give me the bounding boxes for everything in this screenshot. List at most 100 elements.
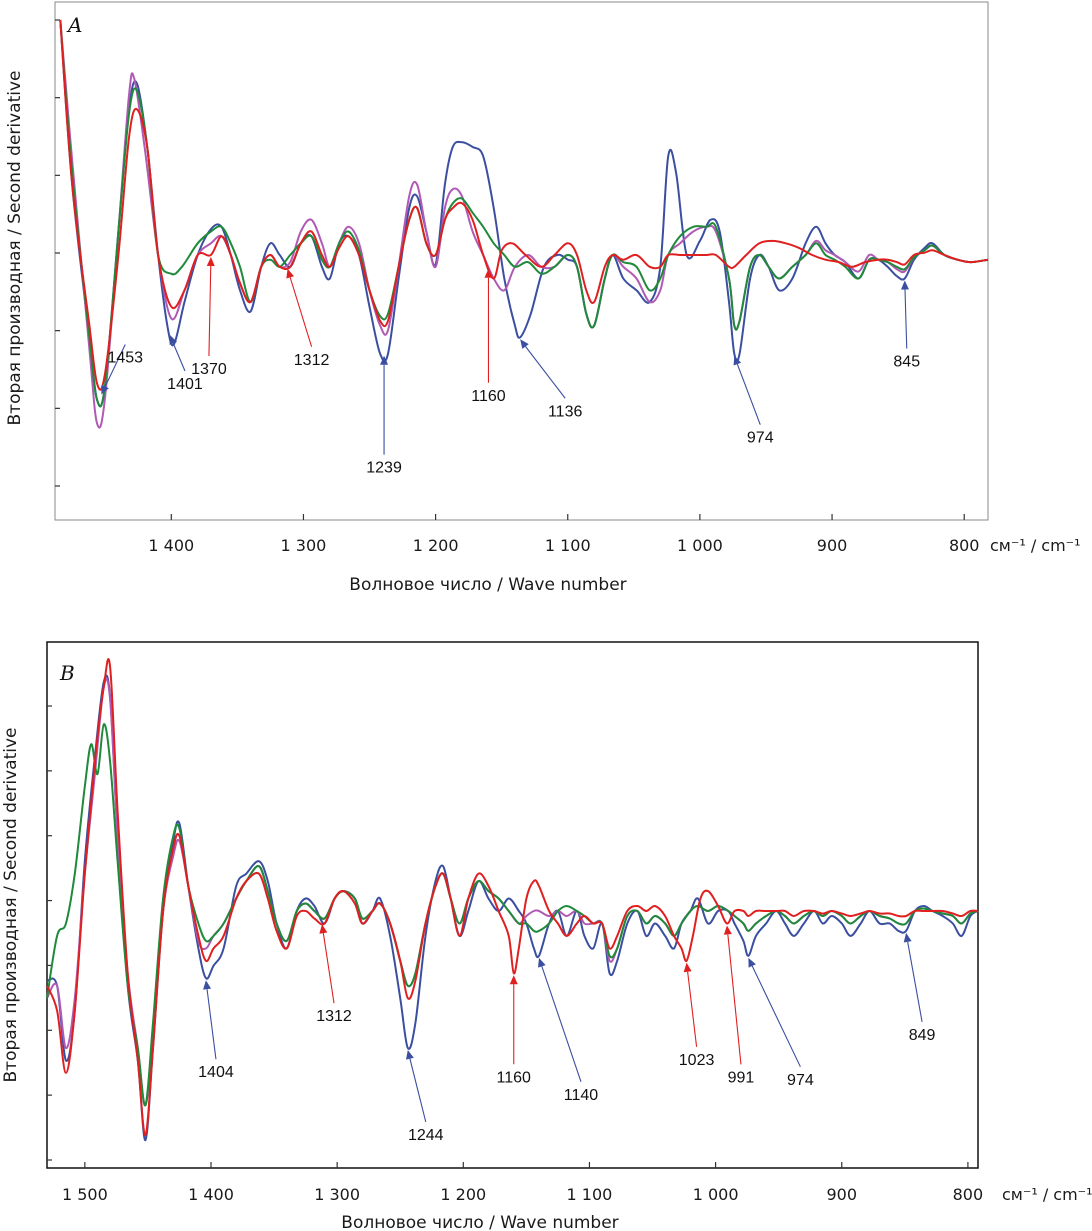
annotation-arrowhead <box>203 980 212 990</box>
annotation-line <box>907 941 923 1023</box>
annotation-label: 974 <box>747 430 774 447</box>
annotation-arrowhead <box>484 268 493 278</box>
annotation-arrowhead <box>538 957 546 968</box>
panel-a-x-ticks: 1 400 1 300 1 200 1 100 1 000 900 800 <box>148 514 979 555</box>
x-tick-label: 1 400 <box>188 1185 234 1204</box>
annotation-1140: 1140 <box>538 957 599 1104</box>
annotation-1370: 1370 <box>191 257 227 378</box>
annotation-974: 974 <box>748 957 814 1089</box>
annotation-arrowhead <box>723 925 732 935</box>
annotation-arrowhead <box>406 1049 414 1060</box>
annotation-1136: 1136 <box>520 339 582 420</box>
panel-b-series <box>46 658 979 1142</box>
annotation-line <box>208 265 212 357</box>
x-tick-label: 1 100 <box>567 1185 613 1204</box>
annotation-991: 991 <box>723 925 755 1086</box>
annotation-arrowhead <box>748 957 756 968</box>
annotation-line <box>104 344 126 387</box>
panel-a-letter: A <box>66 13 82 37</box>
annotation-label: 974 <box>787 1072 814 1089</box>
annotation-label: 1401 <box>167 376 203 393</box>
panel-a-x-unit: см⁻¹ / cm⁻¹ <box>990 536 1081 555</box>
annotation-arrowhead <box>101 384 109 395</box>
annotation-line <box>904 289 908 349</box>
annotation-1404: 1404 <box>198 980 234 1081</box>
annotation-line <box>541 966 582 1082</box>
series-line-green <box>59 19 989 408</box>
panel-a-frame <box>54 1 989 521</box>
x-tick-label: 800 <box>953 1185 984 1204</box>
annotation-label: 1023 <box>679 1052 715 1069</box>
x-tick-label: 900 <box>826 1185 857 1204</box>
x-tick-label: 1 100 <box>545 536 591 555</box>
annotation-label: 1136 <box>548 403 583 420</box>
annotation-1401: 1401 <box>167 335 203 393</box>
annotation-label: 1160 <box>497 1069 532 1086</box>
panel-b-annotations: 1404 1312 1244 1160 1140 1023 991 974 849 <box>198 924 936 1144</box>
annotation-1312: 1312 <box>286 268 330 369</box>
annotation-849: 849 <box>903 932 936 1044</box>
series-line-red <box>46 658 979 1137</box>
series-line-red <box>59 19 989 391</box>
annotation-line <box>322 933 335 1004</box>
annotation-label: 1404 <box>198 1064 234 1081</box>
annotation-line <box>727 934 742 1065</box>
annotation-label: 1312 <box>294 352 330 369</box>
annotation-label: 1160 <box>471 388 506 405</box>
panel-a-y-axis-title: Вторая производная / Second derivative <box>5 71 25 426</box>
x-tick-label: 800 <box>949 536 980 555</box>
annotation-845: 845 <box>893 280 920 371</box>
series-line-green <box>46 723 979 1107</box>
annotation-arrowhead <box>903 932 912 943</box>
annotation-arrowhead <box>683 962 692 973</box>
annotation-1239: 1239 <box>366 355 402 477</box>
annotation-line <box>172 343 186 372</box>
x-tick-label: 1 000 <box>693 1185 739 1204</box>
x-tick-label: 1 000 <box>677 536 723 555</box>
panel-b: B 1 500 1 400 1 300 1 200 1 100 1 000 900 800 1… <box>1 641 1092 1231</box>
annotation-line <box>687 971 698 1047</box>
annotation-1453: 1453 <box>101 344 143 395</box>
panel-b-y-ticks <box>47 705 52 1161</box>
annotation-label: 1140 <box>564 1087 599 1104</box>
x-tick-label: 1 400 <box>148 536 194 555</box>
annotation-arrowhead <box>169 335 177 345</box>
x-tick-label: 1 500 <box>62 1185 108 1204</box>
annotation-line <box>525 346 566 399</box>
annotation-line <box>736 363 761 425</box>
annotation-1160: 1160 <box>471 268 506 405</box>
annotation-label: 1239 <box>366 460 402 477</box>
annotation-1023: 1023 <box>679 962 715 1069</box>
annotation-label: 1453 <box>107 349 143 366</box>
annotation-arrowhead <box>509 975 518 985</box>
annotation-line <box>751 965 801 1068</box>
panel-b-x-ticks: 1 500 1 400 1 300 1 200 1 100 1 000 900 800 <box>62 1162 983 1204</box>
annotation-label: 1312 <box>316 1008 352 1025</box>
x-tick-label: 1 300 <box>281 536 327 555</box>
panel-b-frame <box>46 641 979 1169</box>
panel-b-y-axis-title: Вторая производная / Second derivative <box>1 728 21 1083</box>
annotation-1312: 1312 <box>316 924 352 1025</box>
x-tick-label: 900 <box>817 536 848 555</box>
annotation-arrowhead <box>286 268 295 279</box>
series-line-magenta <box>59 19 989 429</box>
annotation-label: 1370 <box>191 361 227 378</box>
annotation-label: 849 <box>909 1027 936 1044</box>
panel-a-y-ticks <box>55 19 60 487</box>
panel-b-x-axis-title: Волновое число / Wave number <box>341 1213 618 1231</box>
annotation-arrowhead <box>520 339 529 349</box>
annotation-arrowhead <box>901 280 909 290</box>
annotation-line <box>409 1058 427 1123</box>
panel-a-x-axis-title: Волновое число / Wave number <box>349 575 626 595</box>
panel-b-x-unit: см⁻¹ / cm⁻¹ <box>1002 1185 1092 1204</box>
panel-b-letter: B <box>59 661 75 685</box>
annotation-arrowhead <box>380 355 389 365</box>
x-tick-label: 1 300 <box>314 1185 360 1204</box>
annotation-label: 991 <box>728 1069 755 1086</box>
annotation-label: 1244 <box>408 1127 444 1144</box>
annotation-974: 974 <box>733 355 774 447</box>
series-line-magenta <box>46 677 979 1107</box>
x-tick-label: 1 200 <box>413 536 459 555</box>
